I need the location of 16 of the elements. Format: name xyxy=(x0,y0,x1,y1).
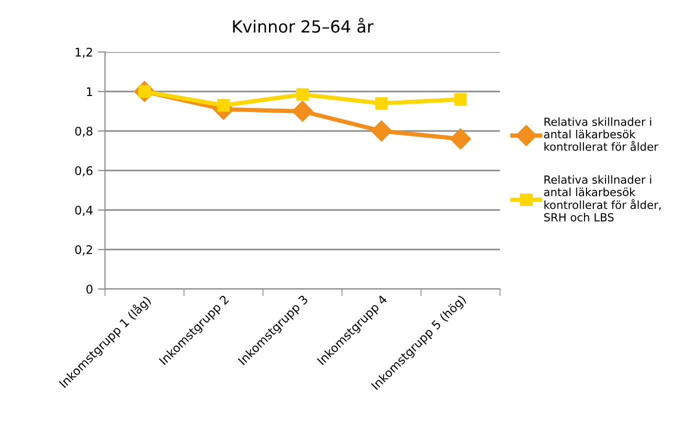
point xyxy=(296,88,309,101)
y-tick-label: 0,2 xyxy=(75,245,92,256)
point xyxy=(454,93,467,106)
legend-label: Relativa skillnader i antal läkarbesök kontrollerat för ålder, SRH och LBS xyxy=(544,175,661,222)
y-tick-label: 0,4 xyxy=(75,206,93,216)
y-tick-label: 1,2 xyxy=(76,48,92,58)
legend-label: Relativa skillnader i antal läkarbesök kontrollerat för ålder xyxy=(544,117,658,151)
y-tick-label: 0,8 xyxy=(75,126,92,137)
point xyxy=(375,97,388,110)
y-tick-label: 0 xyxy=(86,284,92,294)
chart-title: Kvinnor 25–64 år xyxy=(233,18,374,33)
y-tick-label: 1 xyxy=(86,87,92,96)
point xyxy=(370,120,392,142)
point xyxy=(292,100,314,122)
y-tick-label: 0,6 xyxy=(75,166,92,176)
point xyxy=(450,128,472,150)
